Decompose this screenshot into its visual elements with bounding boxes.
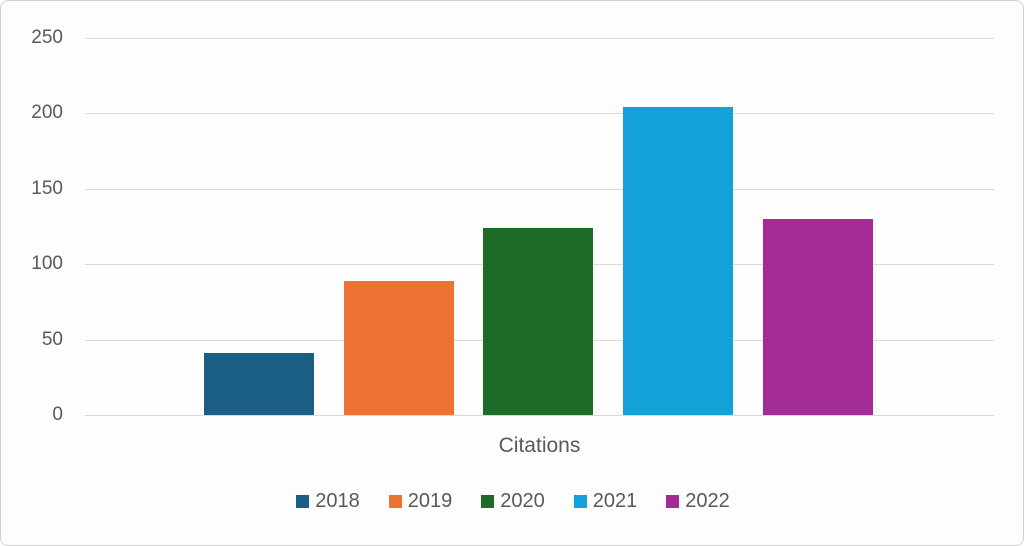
- y-tick-label-50: 50: [41, 329, 63, 350]
- legend-item-2022: 2022: [666, 490, 730, 513]
- gridline-200: [85, 113, 994, 114]
- legend-item-2018: 2018: [296, 490, 360, 513]
- gridline-250: [85, 38, 994, 39]
- legend-swatch-2022: [666, 495, 680, 508]
- bar-2021: [623, 107, 733, 415]
- legend-swatch-2021: [573, 495, 587, 508]
- legend-label-2022: 2022: [685, 490, 730, 512]
- bar-2022: [763, 219, 873, 415]
- y-tick-label-150: 150: [31, 178, 63, 199]
- x-axis-label: Citations: [498, 434, 581, 457]
- bar-2019: [344, 281, 454, 415]
- legend-label-2018: 2018: [315, 490, 360, 512]
- legend-swatch-2020: [481, 495, 495, 508]
- legend: 2018 2019 2020 2021 2022: [1, 490, 1023, 513]
- bar-2018: [204, 353, 314, 415]
- legend-swatch-2018: [296, 495, 310, 508]
- bar-2020: [483, 228, 593, 415]
- legend-label-2021: 2021: [592, 490, 638, 512]
- legend-label-2020: 2020: [500, 490, 545, 512]
- legend-swatch-2019: [388, 495, 402, 508]
- y-tick-label-250: 250: [31, 27, 63, 48]
- legend-item-2019: 2019: [388, 490, 453, 513]
- legend-item-2020: 2020: [481, 490, 545, 513]
- y-tick-label-100: 100: [31, 253, 63, 274]
- y-tick-label-200: 200: [31, 102, 63, 123]
- legend-item-2021: 2021: [573, 490, 638, 513]
- y-tick-label-0: 0: [52, 404, 63, 425]
- legend-label-2019: 2019: [407, 490, 453, 512]
- gridline-150: [85, 189, 994, 190]
- gridline-0: [85, 415, 994, 416]
